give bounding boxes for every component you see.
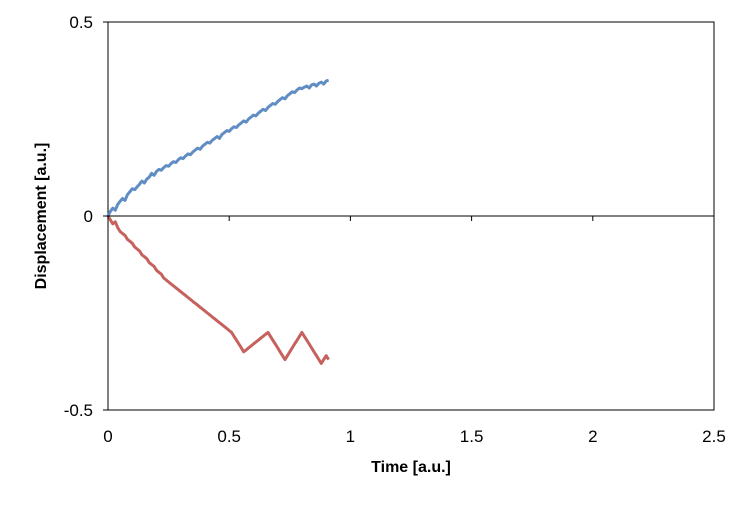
x-tick-label: 0 [103, 427, 112, 446]
x-tick-label: 1 [346, 427, 355, 446]
series-line [106, 78, 330, 217]
y-axis-title: Displacement [a.u.] [33, 143, 50, 290]
y-tick-label: -0.5 [64, 401, 93, 420]
x-tick-label: 2.5 [702, 427, 726, 446]
series-layer [106, 78, 330, 365]
y-tick-label: 0 [84, 207, 93, 226]
x-tick-label: 1.5 [460, 427, 484, 446]
x-tick-label: 0.5 [217, 427, 241, 446]
x-axis-title: Time [a.u.] [371, 459, 451, 476]
series-line [106, 215, 330, 365]
x-tick-label: 2 [588, 427, 597, 446]
axis-layer: 0 0.5 1 1.5 2 2.5 -0.5 0 0.5 [64, 13, 726, 446]
y-tick-label: 0.5 [69, 13, 93, 32]
